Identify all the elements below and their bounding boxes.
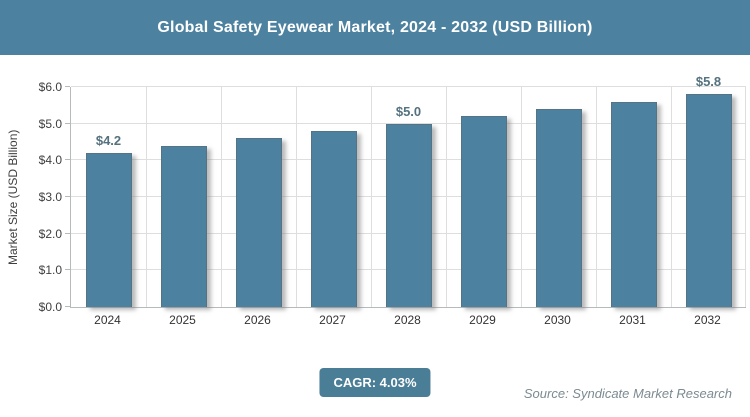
vertical-gridline [671,87,672,307]
bar-2025 [160,145,207,307]
chart-title-bar: Global Safety Eyewear Market, 2024 - 203… [0,0,750,55]
cagr-badge: CAGR: 4.03% [319,368,431,397]
y-tick-label: $0.0 [38,300,62,314]
x-tick-label: 2032 [694,313,721,327]
x-tick-label: 2028 [394,313,421,327]
x-tick-label: 2031 [619,313,646,327]
bar-value-label: $5.0 [395,103,422,119]
y-tick-label: $4.0 [38,153,62,168]
horizontal-gridline [71,86,746,87]
bar-2024 [85,153,132,307]
y-tick-label: $3.0 [38,190,62,204]
vertical-gridline [596,87,597,307]
vertical-gridline [521,87,522,307]
bar-2031 [610,101,657,307]
x-tick-label: 2025 [169,313,196,327]
vertical-gridline [371,87,372,307]
y-axis-tick [65,159,70,161]
chart-title: Global Safety Eyewear Market, 2024 - 203… [157,18,593,36]
y-tick-label: $1.0 [38,263,62,278]
y-axis-tick [65,196,70,197]
y-axis-tick [65,306,70,307]
y-tick-label: $2.0 [38,226,62,241]
vertical-gridline [446,87,447,307]
horizontal-gridline [71,122,746,124]
bar-2028 [385,123,432,307]
plot-area: $4.2 $5.0 $5.8 [65,74,746,308]
source-attribution: Source: Syndicate Market Research [523,386,732,401]
bar-value-label: $4.2 [95,133,122,148]
x-tick-label: 2026 [244,313,271,327]
y-tick-label: $6.0 [38,80,62,94]
vertical-gridline [745,87,746,307]
bar-2027 [310,131,357,307]
vertical-gridline [221,87,222,307]
y-axis-tick [65,122,70,124]
y-axis-tick [65,232,70,234]
bar-2029 [460,116,507,307]
y-tick-label: $5.0 [38,116,62,131]
x-tick-label: 2029 [469,313,496,327]
bar-value-label: $5.8 [695,74,722,90]
x-tick-label: 2024 [94,313,121,327]
y-axis-tick [65,86,70,87]
vertical-gridline [296,87,297,307]
bar-2026 [235,138,282,307]
vertical-gridline [146,87,147,307]
bar-2030 [535,109,582,307]
x-tick-label: 2030 [544,313,571,327]
y-axis-tick [65,269,70,271]
x-tick-label: 2027 [319,313,346,327]
bar-2032 [685,94,732,307]
